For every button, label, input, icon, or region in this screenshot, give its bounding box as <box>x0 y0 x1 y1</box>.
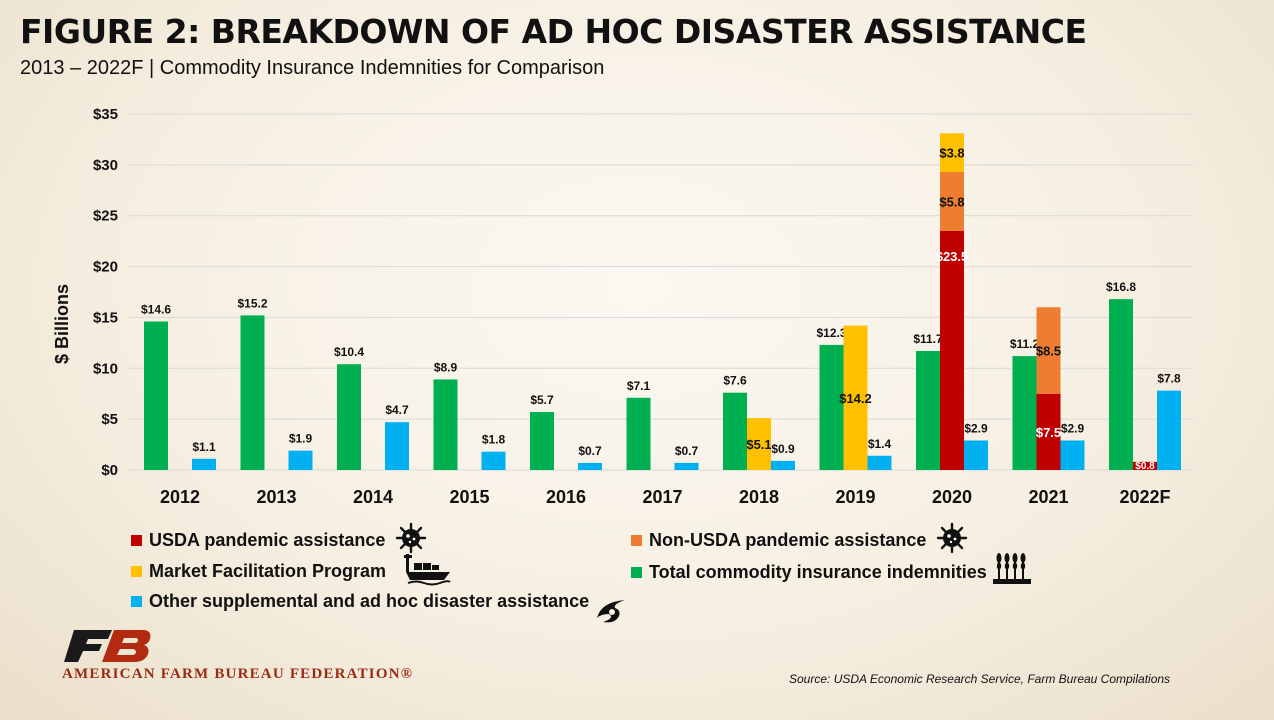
source-note: Source: USDA Economic Research Service, … <box>789 672 1171 686</box>
data-label: $15.2 <box>237 296 267 310</box>
bar-other-assistance <box>867 455 892 470</box>
data-label: $7.5 <box>1036 425 1061 440</box>
y-tick-label: $15 <box>93 309 118 326</box>
x-tick-label: 2012 <box>160 487 200 507</box>
data-label: $0.7 <box>675 444 699 458</box>
bar-insurance <box>1012 356 1037 470</box>
data-label: $1.1 <box>192 440 216 454</box>
bar-insurance <box>433 379 458 470</box>
bar-other-assistance <box>288 450 313 470</box>
bar-other-assistance <box>578 462 602 470</box>
data-label: $7.6 <box>723 374 747 388</box>
bar-insurance <box>723 392 747 470</box>
y-axis-label: $ Billions <box>52 284 72 364</box>
bar-non-usda-pandemic <box>940 171 964 231</box>
y-tick-label: $5 <box>101 411 118 428</box>
bar-mfp <box>747 418 771 470</box>
x-tick-label: 2014 <box>353 487 393 507</box>
y-tick-label: $35 <box>93 106 118 123</box>
data-label: $10.4 <box>334 345 364 359</box>
data-label: $8.5 <box>1036 343 1061 358</box>
bar-usda-pandemic <box>1036 393 1061 470</box>
org-name: AMERICAN FARM BUREAU FEDERATION® <box>62 666 414 682</box>
bar-other-assistance <box>771 460 795 470</box>
bar-insurance <box>144 321 168 470</box>
bar-insurance <box>530 412 554 470</box>
data-label: $2.9 <box>1061 422 1085 436</box>
y-tick-label: $20 <box>93 259 118 276</box>
data-label: $5.8 <box>939 194 964 209</box>
bar-other-assistance <box>674 462 699 470</box>
data-label: $16.8 <box>1106 280 1136 294</box>
data-label: $11.2 <box>1010 337 1040 351</box>
x-tick-label: 2015 <box>449 487 489 507</box>
chart-title: FIGURE 2: BREAKDOWN OF AD HOC DISASTER A… <box>20 12 1087 51</box>
bar-insurance <box>337 364 361 470</box>
data-label: $0.8 <box>1135 461 1155 472</box>
bar-non-usda-pandemic <box>1036 307 1061 394</box>
data-label: $1.8 <box>482 433 506 447</box>
bar-other-assistance <box>481 451 506 470</box>
bar-insurance <box>819 344 844 470</box>
x-tick-label: 2021 <box>1028 487 1068 507</box>
data-label: $23.5 <box>936 249 969 264</box>
data-label: $0.7 <box>578 444 602 458</box>
y-tick-label: $10 <box>93 360 118 377</box>
data-label: $12.3 <box>816 326 846 340</box>
x-tick-label: 2020 <box>932 487 972 507</box>
x-tick-label: 2019 <box>835 487 875 507</box>
x-tick-label: 2022F <box>1119 487 1170 507</box>
bar-usda-pandemic <box>1133 461 1157 470</box>
data-label: $7.1 <box>627 379 651 393</box>
data-label: $8.9 <box>434 360 458 374</box>
x-axis-ticks: 2012 2013 2014 2015 2016 2017 2018 2019 2020 2021… <box>160 487 1171 507</box>
bar-other-assistance <box>192 458 216 470</box>
y-tick-label: $0 <box>101 462 118 479</box>
data-label: $14.2 <box>839 391 872 406</box>
bar-other-assistance <box>1157 390 1181 470</box>
x-tick-label: 2016 <box>546 487 586 507</box>
data-label: $5.7 <box>530 393 554 407</box>
bar-insurance <box>626 397 651 470</box>
data-label: $3.8 <box>939 146 964 161</box>
bar-insurance <box>916 350 940 470</box>
x-tick-label: 2013 <box>256 487 296 507</box>
chart-subtitle: 2013 – 2022F | Commodity Insurance Indem… <box>20 57 605 79</box>
data-label: $11.7 <box>913 332 943 346</box>
bar-other-assistance <box>385 422 409 470</box>
afbf-logo <box>62 628 152 669</box>
bar-usda-pandemic <box>940 230 964 470</box>
bar-other-assistance <box>964 440 988 470</box>
data-label: $7.8 <box>1157 372 1181 386</box>
bar-insurance <box>240 315 265 470</box>
data-label: $1.4 <box>868 437 892 451</box>
y-axis-ticks: $0 $5 $10 $15 $20 $25 $30 $35 <box>93 106 118 479</box>
bar-insurance <box>1109 299 1133 470</box>
y-tick-label: $30 <box>93 157 118 174</box>
data-label: $0.9 <box>771 442 795 456</box>
data-label: $2.9 <box>964 422 988 436</box>
data-label: $1.9 <box>289 432 313 446</box>
bar-other-assistance <box>1060 440 1085 470</box>
y-tick-label: $25 <box>93 208 118 225</box>
bars: $14.6 $1.1 $15.2 $1.9 $10.4 $4.7 $8.9 $1.8 $5.7 $… <box>141 133 1181 472</box>
data-label: $14.6 <box>141 302 171 316</box>
x-tick-label: 2018 <box>739 487 779 507</box>
data-label: $5.1 <box>746 437 771 452</box>
x-tick-label: 2017 <box>642 487 682 507</box>
bar-mfp <box>843 325 868 470</box>
bar-mfp <box>940 133 964 172</box>
data-label: $4.7 <box>385 403 409 417</box>
